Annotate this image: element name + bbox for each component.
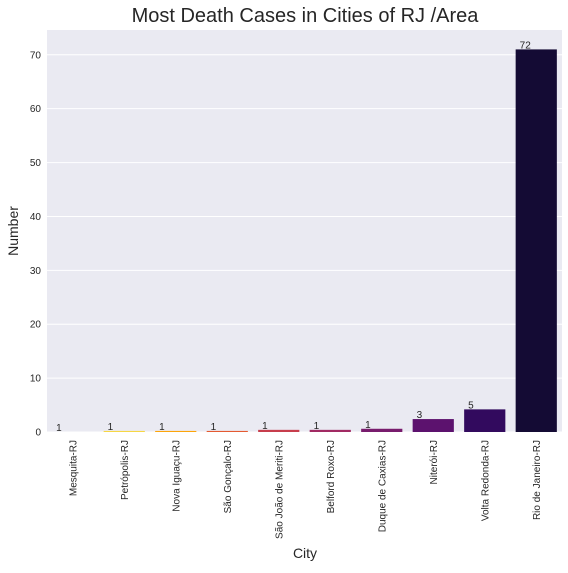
y-tick-label: 50 bbox=[30, 158, 42, 169]
y-axis-ticks: 0 10 20 30 40 50 60 70 bbox=[30, 50, 42, 438]
x-tick-label: Duque de Caxias-RJ bbox=[377, 440, 388, 532]
bar bbox=[155, 430, 197, 432]
bar bbox=[515, 49, 557, 432]
x-tick-label: Rio de Janeiro-RJ bbox=[532, 440, 543, 520]
data-label: 1 bbox=[314, 421, 320, 432]
x-axis-ticks: Mesquita-RJ Petrópolis-RJ Nova Iguaçu-RJ Sã… bbox=[68, 440, 543, 539]
data-label: 1 bbox=[365, 420, 371, 431]
x-tick-label: Niterói-RJ bbox=[429, 440, 440, 484]
y-tick-label: 20 bbox=[30, 320, 42, 331]
x-tick-label: Volta Redonda-RJ bbox=[480, 440, 491, 521]
y-tick-label: 10 bbox=[30, 374, 42, 385]
bar bbox=[309, 429, 351, 432]
data-label: 1 bbox=[262, 421, 268, 432]
bar bbox=[361, 428, 403, 432]
chart-title: Most Death Cases in Cities of RJ /Area bbox=[132, 5, 480, 27]
y-tick-label: 0 bbox=[35, 428, 41, 439]
bars bbox=[103, 49, 557, 432]
gridlines bbox=[47, 54, 562, 433]
y-tick-label: 40 bbox=[30, 212, 42, 223]
x-tick-label: São Gonçalo-RJ bbox=[223, 440, 234, 513]
bar bbox=[206, 430, 248, 432]
data-label: 5 bbox=[468, 400, 474, 411]
bar bbox=[258, 429, 300, 432]
y-tick-label: 70 bbox=[30, 50, 42, 61]
bar bbox=[464, 409, 506, 432]
data-labels: 1 1 1 1 1 1 1 3 5 72 bbox=[56, 40, 531, 434]
data-label: 72 bbox=[520, 40, 532, 51]
x-tick-label: Mesquita-RJ bbox=[68, 440, 79, 496]
data-label: 3 bbox=[417, 410, 423, 421]
x-tick-label: Petrópolis-RJ bbox=[120, 440, 131, 500]
x-tick-label: Belford Roxo-RJ bbox=[326, 440, 337, 513]
data-label: 1 bbox=[56, 423, 62, 434]
bar bbox=[103, 430, 145, 432]
y-axis-label: Number bbox=[5, 206, 21, 256]
bar bbox=[412, 419, 454, 432]
plot-area bbox=[47, 30, 562, 432]
data-label: 1 bbox=[211, 422, 217, 433]
y-tick-label: 30 bbox=[30, 266, 42, 277]
y-tick-label: 60 bbox=[30, 104, 42, 115]
x-tick-label: São João de Meriti-RJ bbox=[274, 440, 285, 539]
x-axis-label: City bbox=[293, 545, 317, 561]
data-label: 1 bbox=[108, 422, 114, 433]
x-tick-label: Nova Iguaçu-RJ bbox=[171, 440, 182, 512]
data-label: 1 bbox=[159, 422, 165, 433]
